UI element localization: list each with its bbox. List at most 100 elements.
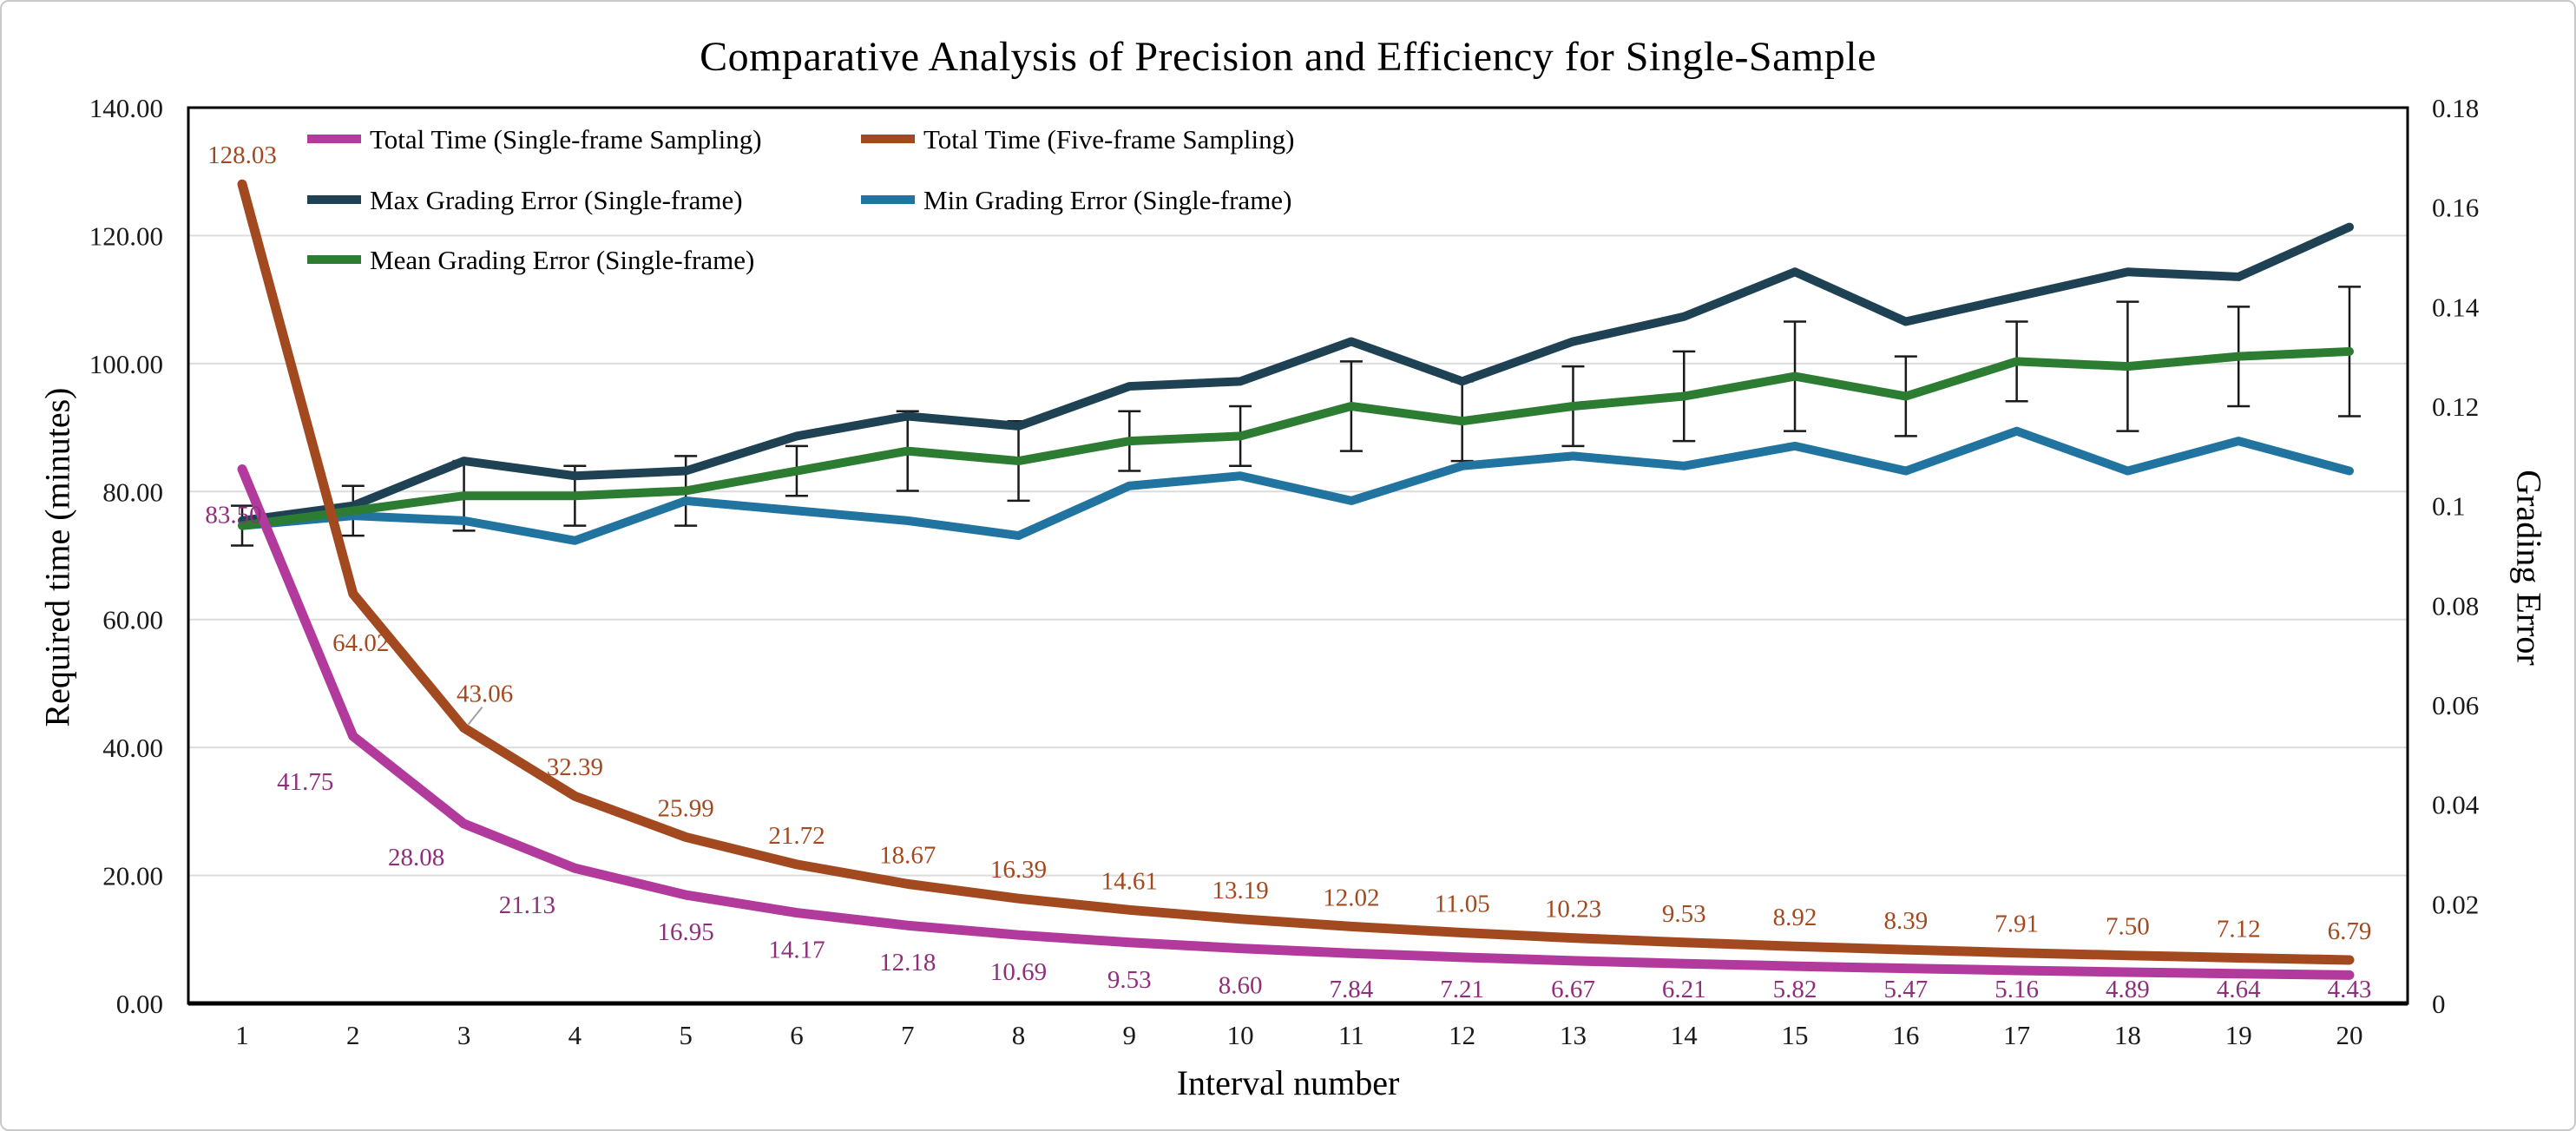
svg-text:0.00: 0.00 xyxy=(116,989,163,1019)
svg-text:5.16: 5.16 xyxy=(1994,976,2039,1003)
svg-text:140.00: 140.00 xyxy=(89,93,163,123)
svg-text:5: 5 xyxy=(679,1020,693,1050)
legend-label: Total Time (Five-frame Sampling) xyxy=(923,124,1294,155)
svg-text:0.12: 0.12 xyxy=(2432,391,2479,422)
svg-text:4.89: 4.89 xyxy=(2106,976,2150,1003)
svg-text:17: 17 xyxy=(2003,1020,2030,1050)
svg-text:12.02: 12.02 xyxy=(1323,884,1379,911)
legend: Total Time (Single-frame Sampling) Total … xyxy=(307,124,1294,275)
svg-text:0.02: 0.02 xyxy=(2432,889,2479,919)
single-frame-data-labels: 83.50 41.75 28.08 21.13 16.95 14.17 12.18 10.69… xyxy=(205,501,2371,1003)
legend-item: Total Time (Five-frame Sampling) xyxy=(861,124,1294,155)
svg-text:7.21: 7.21 xyxy=(1440,976,1484,1003)
svg-text:13.19: 13.19 xyxy=(1212,877,1268,904)
svg-text:0.06: 0.06 xyxy=(2432,690,2479,720)
svg-text:8.39: 8.39 xyxy=(1883,907,1928,935)
svg-text:4.64: 4.64 xyxy=(2217,976,2261,1003)
svg-text:4.43: 4.43 xyxy=(2328,976,2372,1003)
svg-text:11.05: 11.05 xyxy=(1435,891,1490,918)
svg-text:6.21: 6.21 xyxy=(1662,976,1706,1003)
svg-text:20: 20 xyxy=(2336,1020,2362,1050)
svg-text:7.84: 7.84 xyxy=(1330,976,1374,1003)
svg-text:13: 13 xyxy=(1560,1020,1587,1050)
right-axis-tick-labels: 0 0.02 0.04 0.06 0.08 0.1 0.12 0.14 0.16 0.18 xyxy=(2432,93,2480,1019)
gridlines xyxy=(188,234,2408,877)
svg-text:6.67: 6.67 xyxy=(1551,976,1595,1003)
legend-label: Mean Grading Error (Single-frame) xyxy=(370,245,754,275)
svg-text:15: 15 xyxy=(1782,1020,1809,1050)
svg-text:18: 18 xyxy=(2114,1020,2141,1050)
legend-label: Max Grading Error (Single-frame) xyxy=(370,185,743,215)
legend-item: Min Grading Error (Single-frame) xyxy=(861,185,1291,215)
svg-text:3: 3 xyxy=(457,1020,471,1050)
svg-text:41.75: 41.75 xyxy=(277,768,333,796)
legend-item: Total Time (Single-frame Sampling) xyxy=(307,124,762,155)
series-line-total-time-five-frame xyxy=(237,179,2355,965)
svg-text:0.1: 0.1 xyxy=(2432,491,2466,522)
svg-text:9.53: 9.53 xyxy=(1107,966,1152,994)
svg-text:0: 0 xyxy=(2432,989,2446,1019)
svg-text:6.79: 6.79 xyxy=(2328,917,2372,945)
mean-error-bars xyxy=(231,286,2361,547)
svg-text:16: 16 xyxy=(1892,1020,1919,1050)
svg-text:8.92: 8.92 xyxy=(1773,904,1817,931)
svg-text:18.67: 18.67 xyxy=(879,841,936,869)
svg-text:12: 12 xyxy=(1449,1020,1475,1050)
svg-text:19: 19 xyxy=(2225,1020,2252,1050)
svg-text:120.00: 120.00 xyxy=(89,220,163,251)
svg-text:40.00: 40.00 xyxy=(102,733,163,763)
five-frame-data-labels: 128.03 64.02 43.06 32.39 25.99 21.72 18.67 16.3… xyxy=(207,141,2371,945)
svg-text:9.53: 9.53 xyxy=(1662,900,1706,928)
svg-text:7.12: 7.12 xyxy=(2217,916,2261,944)
svg-text:9: 9 xyxy=(1123,1020,1137,1050)
svg-text:8: 8 xyxy=(1012,1020,1026,1050)
chart-title: Comparative Analysis of Precision and Ef… xyxy=(700,34,1876,80)
svg-text:80.00: 80.00 xyxy=(102,477,163,507)
svg-text:7.50: 7.50 xyxy=(2106,913,2150,941)
svg-text:43.06: 43.06 xyxy=(457,681,513,708)
svg-text:16.95: 16.95 xyxy=(658,918,714,946)
svg-text:21.72: 21.72 xyxy=(768,822,825,850)
svg-text:8.60: 8.60 xyxy=(1219,972,1263,1000)
svg-text:32.39: 32.39 xyxy=(547,753,603,781)
data-label-leader-line xyxy=(467,706,483,726)
svg-text:6: 6 xyxy=(790,1020,804,1050)
svg-text:0.16: 0.16 xyxy=(2432,193,2479,223)
svg-text:10.23: 10.23 xyxy=(1545,896,1601,924)
svg-text:83.50: 83.50 xyxy=(205,501,261,529)
svg-text:7: 7 xyxy=(901,1020,915,1050)
svg-text:28.08: 28.08 xyxy=(388,844,444,871)
legend-label: Min Grading Error (Single-frame) xyxy=(923,185,1291,215)
svg-text:16.39: 16.39 xyxy=(990,856,1047,884)
x-axis-title: Interval number xyxy=(1176,1063,1400,1102)
legend-item: Mean Grading Error (Single-frame) xyxy=(307,245,754,275)
svg-text:5.47: 5.47 xyxy=(1883,976,1928,1003)
legend-label: Total Time (Single-frame Sampling) xyxy=(370,124,762,155)
svg-text:0.08: 0.08 xyxy=(2432,590,2479,621)
series-line-min-grading-error xyxy=(238,426,2354,545)
svg-text:2: 2 xyxy=(346,1020,360,1050)
svg-text:4: 4 xyxy=(568,1020,582,1050)
svg-text:14: 14 xyxy=(1671,1020,1699,1050)
series-line-mean-grading-error xyxy=(238,346,2354,530)
svg-text:64.02: 64.02 xyxy=(332,629,389,657)
svg-text:128.03: 128.03 xyxy=(207,141,277,169)
legend-item: Max Grading Error (Single-frame) xyxy=(307,185,743,215)
left-axis-tick-labels: 0.00 20.00 40.00 60.00 80.00 100.00 120.00 140.… xyxy=(89,93,163,1019)
svg-text:25.99: 25.99 xyxy=(658,794,714,822)
svg-text:21.13: 21.13 xyxy=(499,891,555,919)
svg-text:10: 10 xyxy=(1227,1020,1254,1050)
svg-text:100.00: 100.00 xyxy=(89,349,163,379)
svg-text:14.17: 14.17 xyxy=(768,937,825,964)
svg-text:14.61: 14.61 xyxy=(1101,867,1158,895)
svg-text:10.69: 10.69 xyxy=(990,958,1047,986)
svg-text:12.18: 12.18 xyxy=(879,949,936,976)
series-line-max-grading-error xyxy=(238,222,2354,525)
series-line-total-time-single-frame xyxy=(237,464,2355,980)
x-axis-tick-labels: 1 2 3 4 5 6 7 8 9 10 11 12 13 14 15 16 17 18 19 20 xyxy=(235,1020,2362,1050)
svg-text:60.00: 60.00 xyxy=(102,605,163,635)
svg-text:11: 11 xyxy=(1338,1020,1364,1050)
svg-text:0.14: 0.14 xyxy=(2432,292,2480,322)
